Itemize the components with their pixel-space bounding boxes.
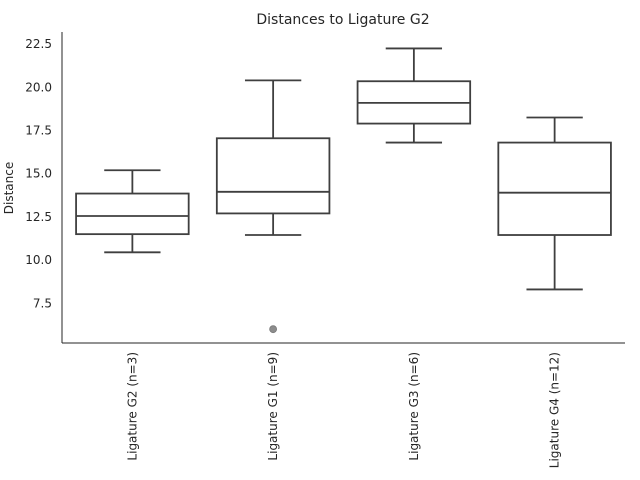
y-tick-label: 10.0 [25,253,52,267]
y-tick-label: 12.5 [25,210,52,224]
box-group [215,79,331,334]
chart-title: Distances to Ligature G2 [256,12,429,28]
y-tick-label: 17.5 [25,123,52,137]
y-tick-label: 20.0 [25,80,52,94]
axes [61,32,625,344]
y-tick-label: 15.0 [25,167,52,181]
x-tick-label: Ligature G2 (n=3) [125,352,139,461]
x-tick-label: Ligature G4 (n=12) [548,352,562,468]
box-group [497,116,612,291]
box-iqr [215,137,331,215]
y-ticks: 7.5 10.0 12.5 15.0 17.5 20.0 22.5 [25,37,52,310]
outlier-point [269,325,278,334]
x-tick-label: Ligature G1 (n=9) [266,352,280,461]
x-tick-label: Ligature G3 (n=6) [407,352,421,461]
y-tick-label: 22.5 [25,37,52,51]
boxes [75,47,612,334]
box-iqr [497,141,612,236]
x-ticks: Ligature G2 (n=3) Ligature G1 (n=9) Ligatu… [125,352,561,468]
y-tick-label: 7.5 [33,296,52,310]
box-group [75,169,190,254]
box-group [356,47,472,144]
y-axis-title: Distance [2,162,16,214]
box-iqr [75,192,190,236]
